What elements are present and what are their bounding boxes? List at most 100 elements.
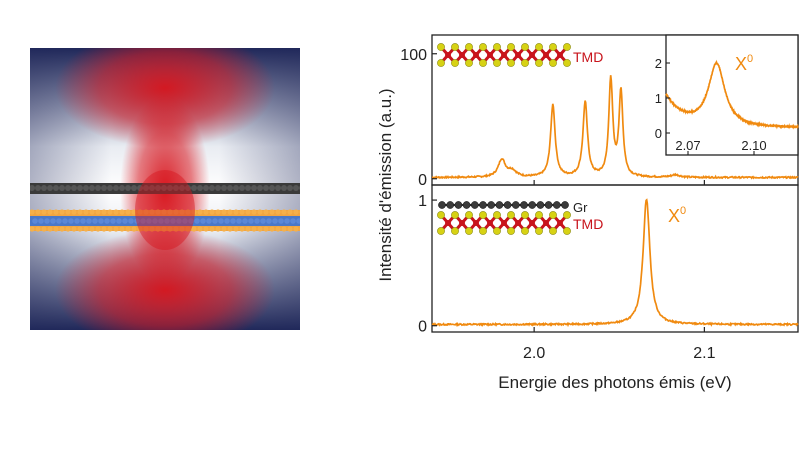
tmd-top-atom [245, 209, 251, 215]
tmd-metal-atom [122, 218, 128, 224]
graphene-atom [185, 185, 191, 191]
tmd-top-atom [53, 209, 59, 215]
sulfur-atom [493, 211, 501, 219]
graphene-atom [161, 185, 167, 191]
metal-atom [487, 220, 493, 226]
inset-y-tick-label: 1 [655, 91, 662, 106]
graphene-atom [53, 185, 59, 191]
graphene-atom [143, 185, 149, 191]
graphene-atom [245, 185, 251, 191]
carbon-atom [495, 201, 504, 209]
sulfur-atom [437, 59, 445, 67]
tmd-bottom-atom [161, 226, 167, 232]
graphene-atom [59, 185, 65, 191]
sulfur-atom [563, 43, 571, 51]
inset-y-tick-label: 2 [655, 56, 662, 71]
metal-atom [445, 220, 451, 226]
tmd-top-atom [59, 209, 65, 215]
tmd-bottom-atom [149, 226, 155, 232]
tmd-bottom-atom [125, 226, 131, 232]
tmd-metal-atom [206, 218, 212, 224]
tmd-bottom-atom [41, 226, 47, 232]
sulfur-atom [549, 43, 557, 51]
tmd-bottom-atom [137, 226, 143, 232]
y-tick-label: 1 [418, 193, 427, 210]
tmd-bottom-atom [83, 226, 89, 232]
x-axis-label: Energie des photons émis (eV) [498, 373, 731, 392]
tmd-metal-atom [68, 218, 74, 224]
graphene-atom [167, 185, 173, 191]
carbon-atom [561, 201, 569, 209]
tmd-metal-atom [134, 218, 140, 224]
tmd-bottom-atom [77, 226, 83, 232]
tmd-metal-atom [86, 218, 92, 224]
tmd-metal-atom [56, 218, 62, 224]
sulfur-atom [479, 43, 487, 51]
graphene-atom [269, 185, 275, 191]
metal-atom [515, 220, 521, 226]
sulfur-atom [535, 59, 543, 67]
tmd-bottom-atom [95, 226, 101, 232]
tmd-bottom-atom [293, 226, 299, 232]
tmd-top-atom [155, 209, 161, 215]
sulfur-atom [549, 211, 557, 219]
graphene-atom [131, 185, 137, 191]
carbon-atom [528, 201, 537, 209]
bottom-peak-label: X0 [668, 205, 686, 226]
sulfur-atom [451, 59, 459, 67]
inset-peak-label: X0 [735, 53, 753, 74]
tmd-top-atom [209, 209, 215, 215]
graphene-atom [47, 185, 53, 191]
tmd-top-atom [137, 209, 143, 215]
tmd-bottom-atom [101, 226, 107, 232]
sulfur-atom [437, 211, 445, 219]
tmd-bottom-atom [257, 226, 263, 232]
tmd-metal-atom [254, 218, 260, 224]
metal-atom [557, 52, 563, 58]
sulfur-atom [451, 227, 459, 235]
tmd-metal-atom [170, 218, 176, 224]
tmd-metal-atom [290, 218, 296, 224]
tmd-metal-atom [152, 218, 158, 224]
sulfur-atom [451, 43, 459, 51]
tmd-bottom-atom [215, 226, 221, 232]
tmd-bottom-atom [191, 226, 197, 232]
sulfur-atom [563, 227, 571, 235]
tmd-top-atom [191, 209, 197, 215]
tmd-metal-atom [176, 218, 182, 224]
graphene-atom [89, 185, 95, 191]
carbon-atom [454, 201, 463, 209]
x-tick-label: 2.1 [693, 345, 715, 362]
top-panel: 0 100 TMD [400, 34, 799, 189]
tmd-bottom-atom [119, 226, 125, 232]
graphene-atom [113, 185, 119, 191]
tmd-top-atom [161, 209, 167, 215]
tmd-metal-atom [188, 218, 194, 224]
sulfur-atom [479, 59, 487, 67]
metal-atom [543, 52, 549, 58]
graphene-atom [179, 185, 185, 191]
sulfur-atom [535, 227, 543, 235]
y-tick-label: 100 [400, 47, 427, 64]
tmd-bottom-atom [245, 226, 251, 232]
graphene-atom [263, 185, 269, 191]
metal-atom [459, 220, 465, 226]
tmd-top-atom [179, 209, 185, 215]
tmd-metal-atom [182, 218, 188, 224]
tmd-bottom-atom [155, 226, 161, 232]
tmd-top-atom [275, 209, 281, 215]
tmd-metal-atom [50, 218, 56, 224]
sulfur-atom [535, 211, 543, 219]
inset-x-tick-label: 2.10 [741, 138, 766, 153]
tmd-top-atom [149, 209, 155, 215]
sulfur-atom [451, 211, 459, 219]
sulfur-atom [493, 43, 501, 51]
tmd-top-atom [299, 210, 300, 214]
tmd-metal-atom [236, 218, 242, 224]
graphene-atom [35, 185, 41, 191]
tmd-top-atom [107, 209, 113, 215]
y-tick-label: 0 [418, 172, 427, 189]
tmd-top-atom [197, 209, 203, 215]
tmd-bottom-atom [131, 226, 137, 232]
sulfur-atom [549, 59, 557, 67]
